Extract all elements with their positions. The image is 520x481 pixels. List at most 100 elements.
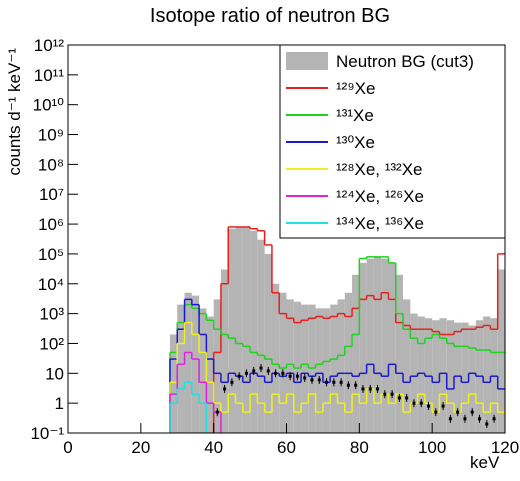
data-point	[368, 387, 372, 391]
x-tick-label: 60	[277, 438, 296, 457]
data-point	[288, 374, 292, 378]
legend-label: ¹³⁰Xe	[336, 133, 375, 152]
histogram-bar	[395, 274, 404, 433]
histogram-bar	[315, 308, 323, 433]
data-point	[295, 374, 299, 378]
y-axis-label: counts d⁻¹ keV⁻¹	[5, 48, 24, 176]
data-point	[434, 410, 438, 414]
data-point	[354, 383, 358, 387]
data-point	[244, 371, 248, 375]
data-point	[252, 369, 256, 373]
y-tick-label: 10⁵	[38, 245, 64, 264]
histogram-bar	[271, 283, 280, 433]
data-point	[397, 396, 401, 400]
histogram-bar	[242, 226, 251, 433]
histogram-bar	[286, 299, 294, 433]
data-point	[376, 387, 380, 391]
histogram-bar	[177, 304, 185, 433]
histogram-bar	[388, 262, 396, 433]
x-tick-label: 120	[491, 438, 519, 457]
histogram-bar	[461, 322, 469, 433]
legend-label: ¹³⁴Xe, ¹³⁶Xe	[336, 214, 424, 233]
data-point	[383, 392, 387, 396]
data-point	[223, 387, 227, 391]
data-point	[492, 417, 496, 421]
data-point	[266, 369, 270, 373]
data-point	[310, 378, 314, 382]
histogram-bar	[191, 295, 200, 433]
data-point	[303, 376, 307, 380]
histogram-bar	[184, 292, 192, 433]
data-point	[259, 366, 263, 370]
data-point	[419, 401, 423, 405]
histogram-bar	[169, 334, 178, 433]
y-tick-label: 10¹²	[34, 36, 65, 55]
x-tick-label: 80	[350, 438, 369, 457]
data-point	[470, 410, 474, 414]
data-point	[346, 383, 350, 387]
legend-label: ¹²⁸Xe, ¹³²Xe	[336, 160, 423, 179]
data-point	[317, 378, 321, 382]
histogram-bar	[381, 258, 389, 433]
histogram-bar	[446, 320, 455, 433]
data-point	[427, 404, 431, 408]
histogram-bar	[279, 292, 287, 433]
histogram-bar	[483, 316, 491, 433]
y-tick-label: 1	[55, 394, 64, 413]
x-axis-label: keV	[470, 453, 500, 472]
histogram-bar	[257, 239, 265, 433]
histogram-bar	[250, 230, 258, 433]
histogram-bar	[228, 228, 236, 433]
x-tick-label: 20	[131, 438, 150, 457]
data-point	[405, 396, 409, 400]
histogram-bar	[432, 320, 440, 433]
y-tick-label: 10¹⁰	[33, 96, 65, 115]
histogram-bar	[417, 316, 425, 433]
data-point	[441, 404, 445, 408]
histogram-bar	[301, 304, 309, 433]
histogram-bar	[308, 304, 316, 433]
data-point	[215, 410, 219, 414]
histogram-bar	[373, 256, 382, 433]
data-point	[339, 380, 343, 384]
data-point	[478, 417, 482, 421]
histogram-bar	[213, 299, 221, 433]
histogram-bar	[410, 313, 418, 433]
histogram-bar	[344, 292, 353, 433]
histogram-bar	[403, 299, 411, 433]
histogram-bar	[220, 269, 229, 433]
histogram-bar	[366, 258, 374, 433]
data-point	[361, 387, 365, 391]
y-tick-label: 10⁶	[38, 215, 64, 234]
data-point	[412, 401, 416, 405]
data-point	[456, 410, 460, 414]
histogram-bar	[439, 318, 447, 433]
y-tick-label: 10⁹	[38, 126, 64, 145]
legend-swatch	[286, 52, 328, 70]
histogram-bar	[330, 304, 338, 433]
legend-label: ¹²⁴Xe, ¹²⁶Xe	[336, 187, 424, 206]
y-tick-label: 10¹¹	[34, 66, 65, 85]
histogram-bar	[264, 253, 272, 433]
histogram-bar	[322, 308, 331, 433]
histogram-bar	[497, 269, 505, 433]
data-point	[485, 422, 489, 426]
histogram-bar	[352, 274, 360, 433]
histogram-bar	[359, 262, 367, 433]
data-point	[325, 380, 329, 384]
data-point	[237, 374, 241, 378]
y-tick-label: 10⁻¹	[30, 424, 64, 443]
data-point	[274, 371, 278, 375]
histogram-bar	[206, 316, 214, 433]
y-tick-label: 10⁴	[38, 275, 64, 294]
y-tick-label: 10⁸	[38, 155, 64, 174]
y-tick-label: 10³	[39, 305, 64, 324]
x-tick-label: 100	[418, 438, 446, 457]
data-point	[230, 380, 234, 384]
y-tick-label: 10⁷	[39, 185, 64, 204]
legend-label: ¹³¹Xe	[336, 106, 374, 125]
data-point	[332, 380, 336, 384]
data-point	[281, 371, 285, 375]
